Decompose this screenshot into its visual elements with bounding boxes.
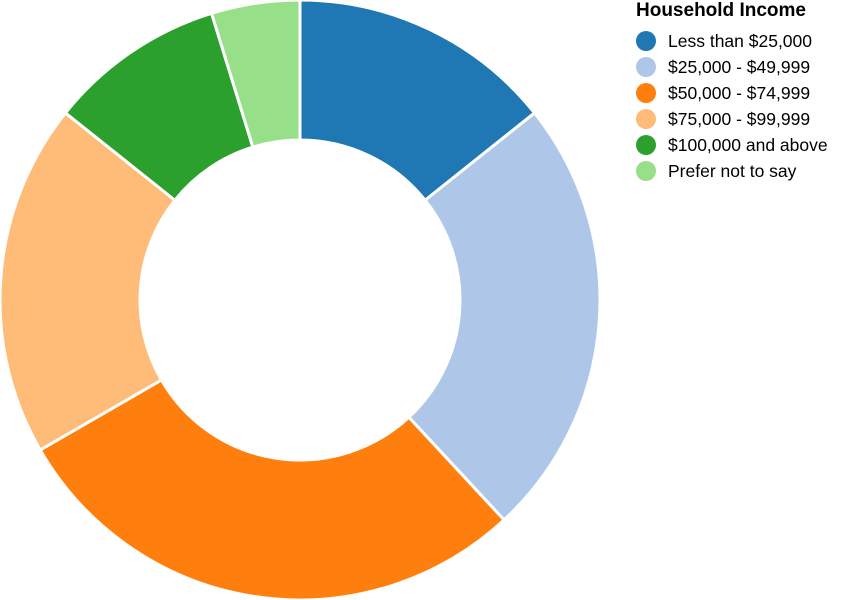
legend-item: $75,000 - $99,999 (636, 106, 828, 132)
legend-label: $50,000 - $74,999 (668, 82, 811, 103)
donut-slice-3 (38, 378, 506, 600)
donut-slice-4 (0, 111, 177, 452)
donut-chart (0, 0, 600, 600)
legend-label: Prefer not to say (668, 160, 797, 181)
legend-label: $100,000 and above (668, 134, 828, 155)
legend-swatch (636, 135, 656, 155)
legend: Household Income Less than $25,000 $25,00… (636, 0, 828, 184)
legend-swatch (636, 109, 656, 129)
legend-swatch (636, 161, 656, 181)
legend-label: Less than $25,000 (668, 30, 813, 51)
donut-slice-6 (210, 0, 302, 149)
donut-slice-1 (298, 0, 537, 202)
legend-item: $100,000 and above (636, 132, 828, 158)
legend-label: $75,000 - $99,999 (668, 108, 811, 129)
legend-item: Less than $25,000 (636, 28, 828, 54)
legend-title: Household Income (636, 0, 806, 21)
legend-item: $25,000 - $49,999 (636, 54, 828, 80)
legend-items: Less than $25,000 $25,000 - $49,999 $50,00… (636, 28, 828, 184)
legend-swatch (636, 57, 656, 77)
legend-item: Prefer not to say (636, 158, 828, 184)
legend-swatch (636, 83, 656, 103)
legend-label: $25,000 - $49,999 (668, 56, 811, 77)
donut-slice-2 (407, 111, 600, 522)
legend-item: $50,000 - $74,999 (636, 80, 828, 106)
legend-swatch (636, 31, 656, 51)
